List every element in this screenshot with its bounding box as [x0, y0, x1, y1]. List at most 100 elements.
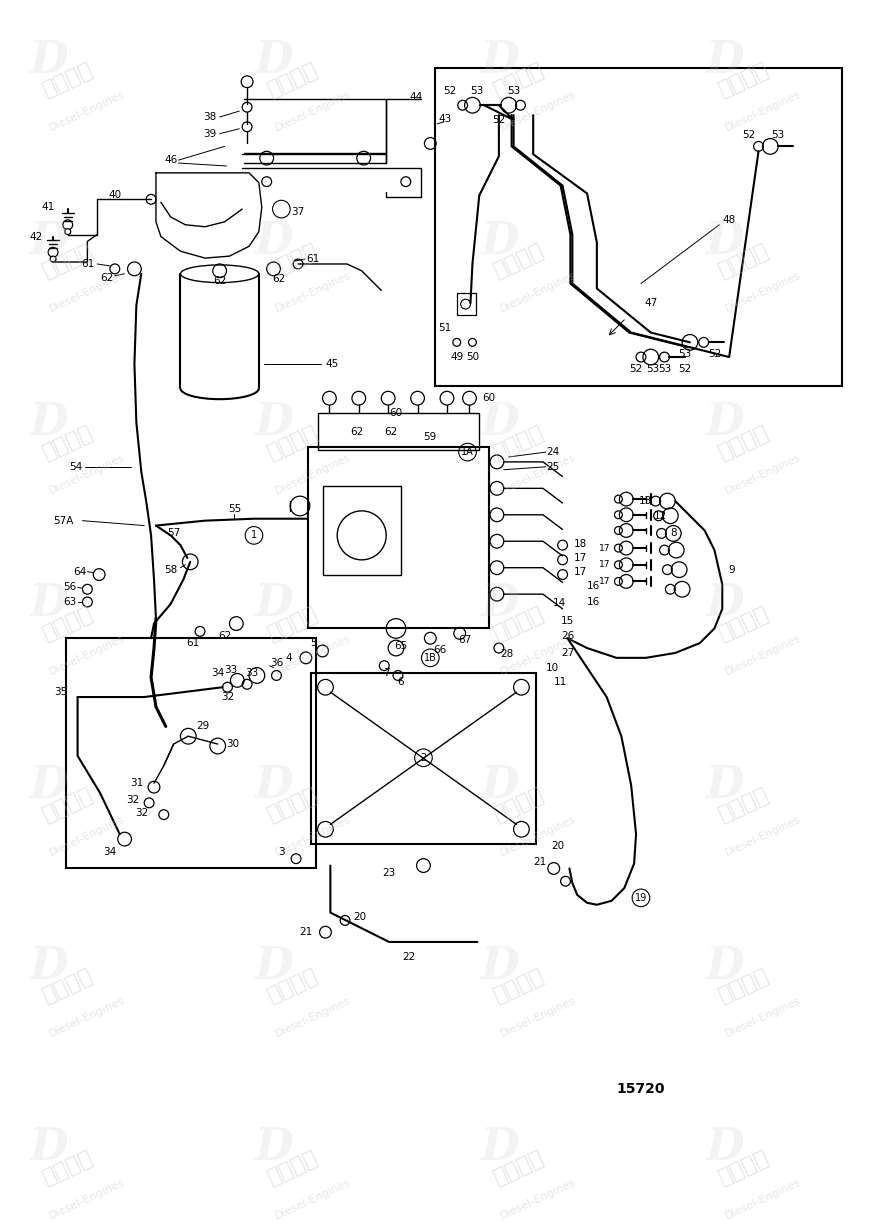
Text: D: D [705, 39, 743, 82]
Text: 52: 52 [629, 364, 643, 374]
Text: 52: 52 [708, 349, 721, 359]
Text: 62: 62 [213, 276, 226, 286]
Text: 65: 65 [394, 642, 408, 651]
Text: 41: 41 [42, 202, 55, 213]
Text: 57: 57 [167, 528, 181, 539]
Text: 4: 4 [286, 653, 293, 662]
Text: D: D [255, 39, 293, 82]
Text: 聚发动力: 聚发动力 [39, 60, 96, 100]
Text: 聚发动力: 聚发动力 [39, 241, 96, 281]
Text: D: D [255, 583, 293, 626]
Bar [66, 638, 316, 869]
Text: 52: 52 [492, 115, 506, 125]
Text: D: D [480, 220, 518, 263]
Text: Diesel-Engines: Diesel-Engines [48, 633, 126, 677]
Text: 聚发动力: 聚发动力 [490, 965, 547, 1007]
Text: 33: 33 [246, 667, 259, 677]
Text: 19: 19 [635, 893, 647, 903]
Text: Diesel-Engines: Diesel-Engines [498, 1177, 578, 1221]
Text: 49: 49 [450, 352, 464, 362]
Text: 聚发动力: 聚发动力 [716, 422, 773, 463]
Text: D: D [480, 583, 518, 626]
Text: Diesel-Engines: Diesel-Engines [498, 452, 578, 496]
Text: 聚发动力: 聚发动力 [264, 422, 321, 463]
Text: Diesel-Engines: Diesel-Engines [724, 633, 803, 677]
Circle shape [65, 229, 70, 235]
Text: 20: 20 [551, 841, 564, 851]
Text: 52: 52 [443, 86, 457, 95]
Text: 16: 16 [587, 582, 601, 591]
Text: D: D [255, 764, 293, 807]
Text: D: D [28, 39, 68, 82]
Text: D: D [705, 401, 743, 444]
Text: 38: 38 [203, 112, 216, 122]
Text: 56: 56 [63, 583, 77, 593]
Text: 聚发动力: 聚发动力 [490, 604, 547, 644]
Text: Diesel-Engines: Diesel-Engines [498, 89, 578, 133]
Text: 53: 53 [646, 364, 659, 374]
Text: 53: 53 [658, 364, 671, 374]
Text: 18: 18 [573, 539, 587, 549]
Text: 53: 53 [470, 86, 483, 95]
Text: 27: 27 [561, 648, 574, 657]
Text: 53: 53 [678, 349, 692, 359]
Text: 26: 26 [561, 632, 574, 642]
Text: 62: 62 [350, 428, 363, 437]
Text: 1: 1 [251, 530, 257, 540]
Text: 25: 25 [546, 462, 560, 472]
Text: D: D [28, 764, 68, 807]
Text: Diesel-Engines: Diesel-Engines [48, 89, 126, 133]
Text: 15720: 15720 [617, 1081, 665, 1096]
Text: 39: 39 [203, 128, 216, 138]
Text: 57A: 57A [53, 516, 73, 525]
Text: 17: 17 [599, 560, 611, 569]
Text: 43: 43 [439, 114, 451, 123]
Text: 34: 34 [103, 847, 117, 857]
Text: Diesel-Engines: Diesel-Engines [273, 996, 352, 1040]
Text: 1B: 1B [424, 653, 437, 662]
Text: 48: 48 [723, 215, 736, 225]
Text: 62: 62 [218, 632, 231, 642]
Text: D: D [28, 1127, 68, 1169]
Text: 20: 20 [353, 913, 367, 923]
Text: D: D [255, 1127, 293, 1169]
Text: Diesel-Engines: Diesel-Engines [48, 270, 126, 314]
Text: Diesel-Engines: Diesel-Engines [273, 89, 352, 133]
Text: 聚发动力: 聚发动力 [716, 604, 773, 644]
Text: 聚发动力: 聚发动力 [39, 604, 96, 644]
Text: 31: 31 [130, 778, 143, 788]
Text: 14: 14 [553, 598, 566, 609]
Text: 60: 60 [390, 408, 402, 418]
Text: Diesel-Engines: Diesel-Engines [48, 1177, 126, 1221]
Text: Diesel-Engines: Diesel-Engines [273, 270, 352, 314]
Text: 36: 36 [270, 657, 283, 667]
Text: 42: 42 [29, 231, 43, 242]
Text: Diesel-Engines: Diesel-Engines [724, 452, 803, 496]
Text: D: D [255, 220, 293, 263]
Text: 3: 3 [278, 847, 285, 857]
Text: 50: 50 [465, 352, 479, 362]
Text: D: D [705, 764, 743, 807]
Text: 聚发动力: 聚发动力 [490, 422, 547, 463]
Text: 60: 60 [482, 393, 496, 403]
Text: 聚发动力: 聚发动力 [716, 785, 773, 825]
Text: 聚发动力: 聚发动力 [39, 785, 96, 825]
Text: D: D [28, 220, 68, 263]
Text: 聚发动力: 聚发动力 [490, 1147, 547, 1188]
Text: 17: 17 [599, 544, 611, 552]
Text: 67: 67 [458, 635, 471, 645]
Text: D: D [705, 1127, 743, 1169]
Text: 聚发动力: 聚发动力 [716, 241, 773, 281]
Text: 1A: 1A [461, 447, 473, 457]
Text: 37: 37 [291, 207, 304, 218]
Text: D: D [28, 583, 68, 626]
Text: 61: 61 [187, 638, 200, 648]
Text: 21: 21 [533, 857, 546, 866]
Text: 聚发动力: 聚发动力 [716, 60, 773, 100]
Text: Diesel-Engines: Diesel-Engines [724, 89, 803, 133]
Text: 33: 33 [223, 665, 237, 675]
Text: D: D [255, 401, 293, 444]
Text: Diesel-Engines: Diesel-Engines [498, 996, 578, 1040]
Text: 聚发动力: 聚发动力 [716, 1147, 773, 1188]
Text: 17: 17 [599, 577, 611, 585]
